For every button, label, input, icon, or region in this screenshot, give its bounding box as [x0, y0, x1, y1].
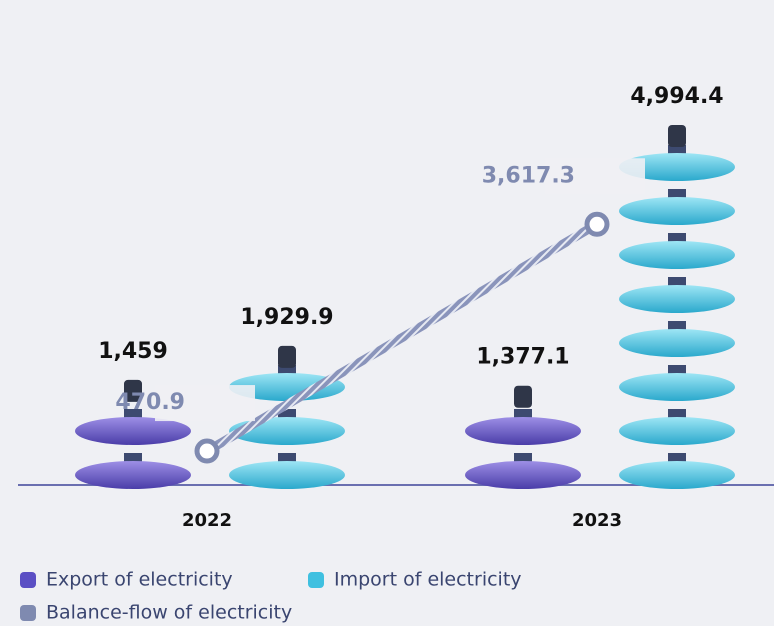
- legend-label: Export of electricity: [46, 569, 233, 591]
- insulator-disc: [619, 241, 735, 269]
- insulator-disc: [465, 461, 581, 489]
- value-label: 1,459: [98, 339, 168, 364]
- insulator-disc: [75, 417, 191, 445]
- legend-label: Balance-flow of electricity: [46, 602, 292, 624]
- bar: [619, 125, 735, 489]
- value-label: 470.9: [115, 390, 185, 415]
- x-tick-label: 2023: [572, 510, 622, 531]
- bar: [465, 385, 581, 489]
- insulator-disc: [619, 197, 735, 225]
- insulator-disc: [619, 329, 735, 357]
- value-label-box: [155, 385, 255, 422]
- insulator-disc: [619, 373, 735, 401]
- insulator-disc: [619, 285, 735, 313]
- legend-swatch: [308, 572, 324, 588]
- legend-label: Import of electricity: [334, 569, 522, 591]
- insulator-disc: [619, 153, 735, 181]
- insulator-disc: [465, 417, 581, 445]
- insulator-disc: [619, 461, 735, 489]
- line-point: [194, 438, 220, 464]
- line-point: [584, 211, 610, 237]
- legend-swatch: [20, 572, 36, 588]
- insulator-cap: [124, 379, 142, 402]
- legend-swatch: [20, 605, 36, 621]
- insulator-cap: [514, 385, 532, 408]
- insulator-disc: [619, 417, 735, 445]
- value-label: 1,377.1: [476, 345, 569, 370]
- value-label: 1,929.9: [240, 305, 333, 330]
- bar: [75, 379, 191, 489]
- insulator-disc: [75, 461, 191, 489]
- insulator-cap: [668, 125, 686, 147]
- insulator-disc: [229, 373, 345, 401]
- line: [204, 220, 600, 455]
- insulator-cap: [278, 345, 296, 368]
- insulator-disc: [229, 461, 345, 489]
- value-label: 4,994.4: [630, 84, 723, 109]
- x-tick-label: 2022: [182, 510, 232, 531]
- value-label-box: [545, 158, 645, 195]
- value-label: 3,617.3: [482, 163, 575, 188]
